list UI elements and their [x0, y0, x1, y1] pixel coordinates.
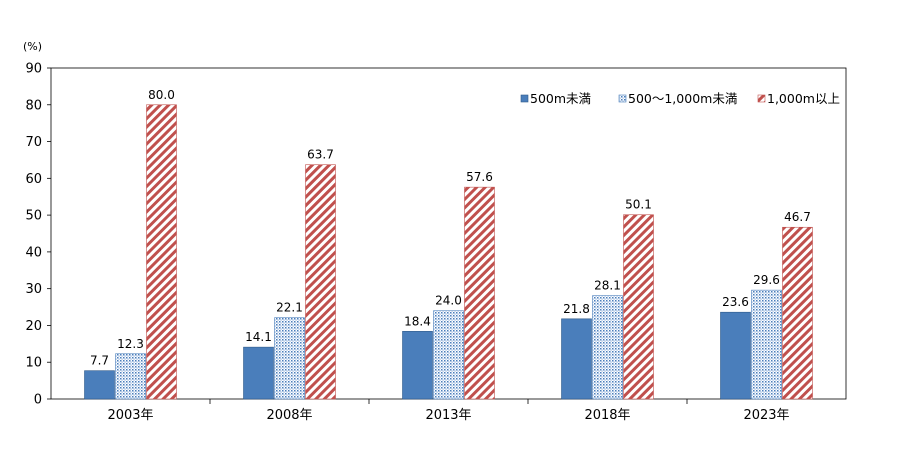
- bar: [464, 186, 495, 400]
- data-label: 21.8: [563, 302, 590, 316]
- bar: [751, 289, 782, 400]
- x-tick-label: 2008年: [266, 408, 312, 423]
- data-label: 50.1: [625, 198, 652, 212]
- y-tick-label: 10: [25, 356, 42, 371]
- y-tick-label: 70: [25, 135, 42, 150]
- bars: [84, 104, 813, 400]
- bar: [274, 317, 305, 400]
- bar: [433, 310, 464, 400]
- bar: [243, 346, 274, 400]
- bar: [115, 353, 146, 400]
- data-label: 28.1: [594, 279, 621, 293]
- bar: [305, 164, 336, 400]
- bar: [146, 104, 177, 400]
- data-label: 29.6: [753, 273, 780, 287]
- x-tick-label: 2018年: [584, 408, 630, 423]
- data-label: 63.7: [307, 148, 334, 162]
- bar: [782, 226, 813, 400]
- bar: [720, 311, 751, 400]
- legend-label-under-500m: 500m未満: [530, 91, 591, 106]
- y-tick-label: 60: [25, 172, 42, 187]
- data-label: 22.1: [276, 301, 303, 315]
- bar: [402, 331, 433, 400]
- y-unit-label: (%): [23, 40, 42, 53]
- legend-swatch-over-1000m: [757, 94, 766, 103]
- axes: 0 10 20 30 40 50 60 70 80 90 2003年 2008年 2013年 2018年 2…: [25, 62, 847, 423]
- legend-swatch-500-1000m: [618, 94, 627, 103]
- data-label: 80.0: [148, 88, 175, 102]
- y-tick-label: 40: [25, 245, 42, 260]
- data-labels: 7.7 12.3 80.0 14.1 22.1 63.7 18.4 24.0 57.6 21.8 2…: [90, 88, 811, 368]
- y-tick-label: 90: [25, 62, 42, 77]
- data-label: 18.4: [404, 314, 431, 328]
- data-label: 57.6: [466, 170, 493, 184]
- data-label: 12.3: [117, 337, 144, 351]
- data-label: 7.7: [90, 354, 109, 368]
- y-tick-label: 20: [25, 319, 42, 334]
- x-tick-label: 2003年: [107, 408, 153, 423]
- bar: [592, 295, 623, 400]
- y-tick-label: 0: [34, 393, 42, 408]
- legend-label-500-1000m: 500～1,000m未満: [628, 91, 737, 106]
- legend-label-over-1000m: 1,000m以上: [767, 91, 840, 106]
- data-label: 24.0: [435, 294, 462, 308]
- legend-swatch-under-500m: [520, 94, 529, 103]
- y-tick-label: 50: [25, 209, 42, 224]
- data-label: 46.7: [784, 210, 811, 224]
- data-label: 23.6: [722, 295, 749, 309]
- data-label: 14.1: [245, 330, 272, 344]
- bar: [84, 370, 115, 400]
- x-tick-label: 2023年: [743, 408, 789, 423]
- x-tick-label: 2013年: [425, 408, 471, 423]
- bar: [561, 318, 592, 400]
- y-tick-label: 30: [25, 282, 42, 297]
- legend: 500m未満 500～1,000m未満 1,000m以上: [520, 91, 840, 106]
- y-tick-label: 80: [25, 98, 42, 113]
- bar: [623, 214, 654, 400]
